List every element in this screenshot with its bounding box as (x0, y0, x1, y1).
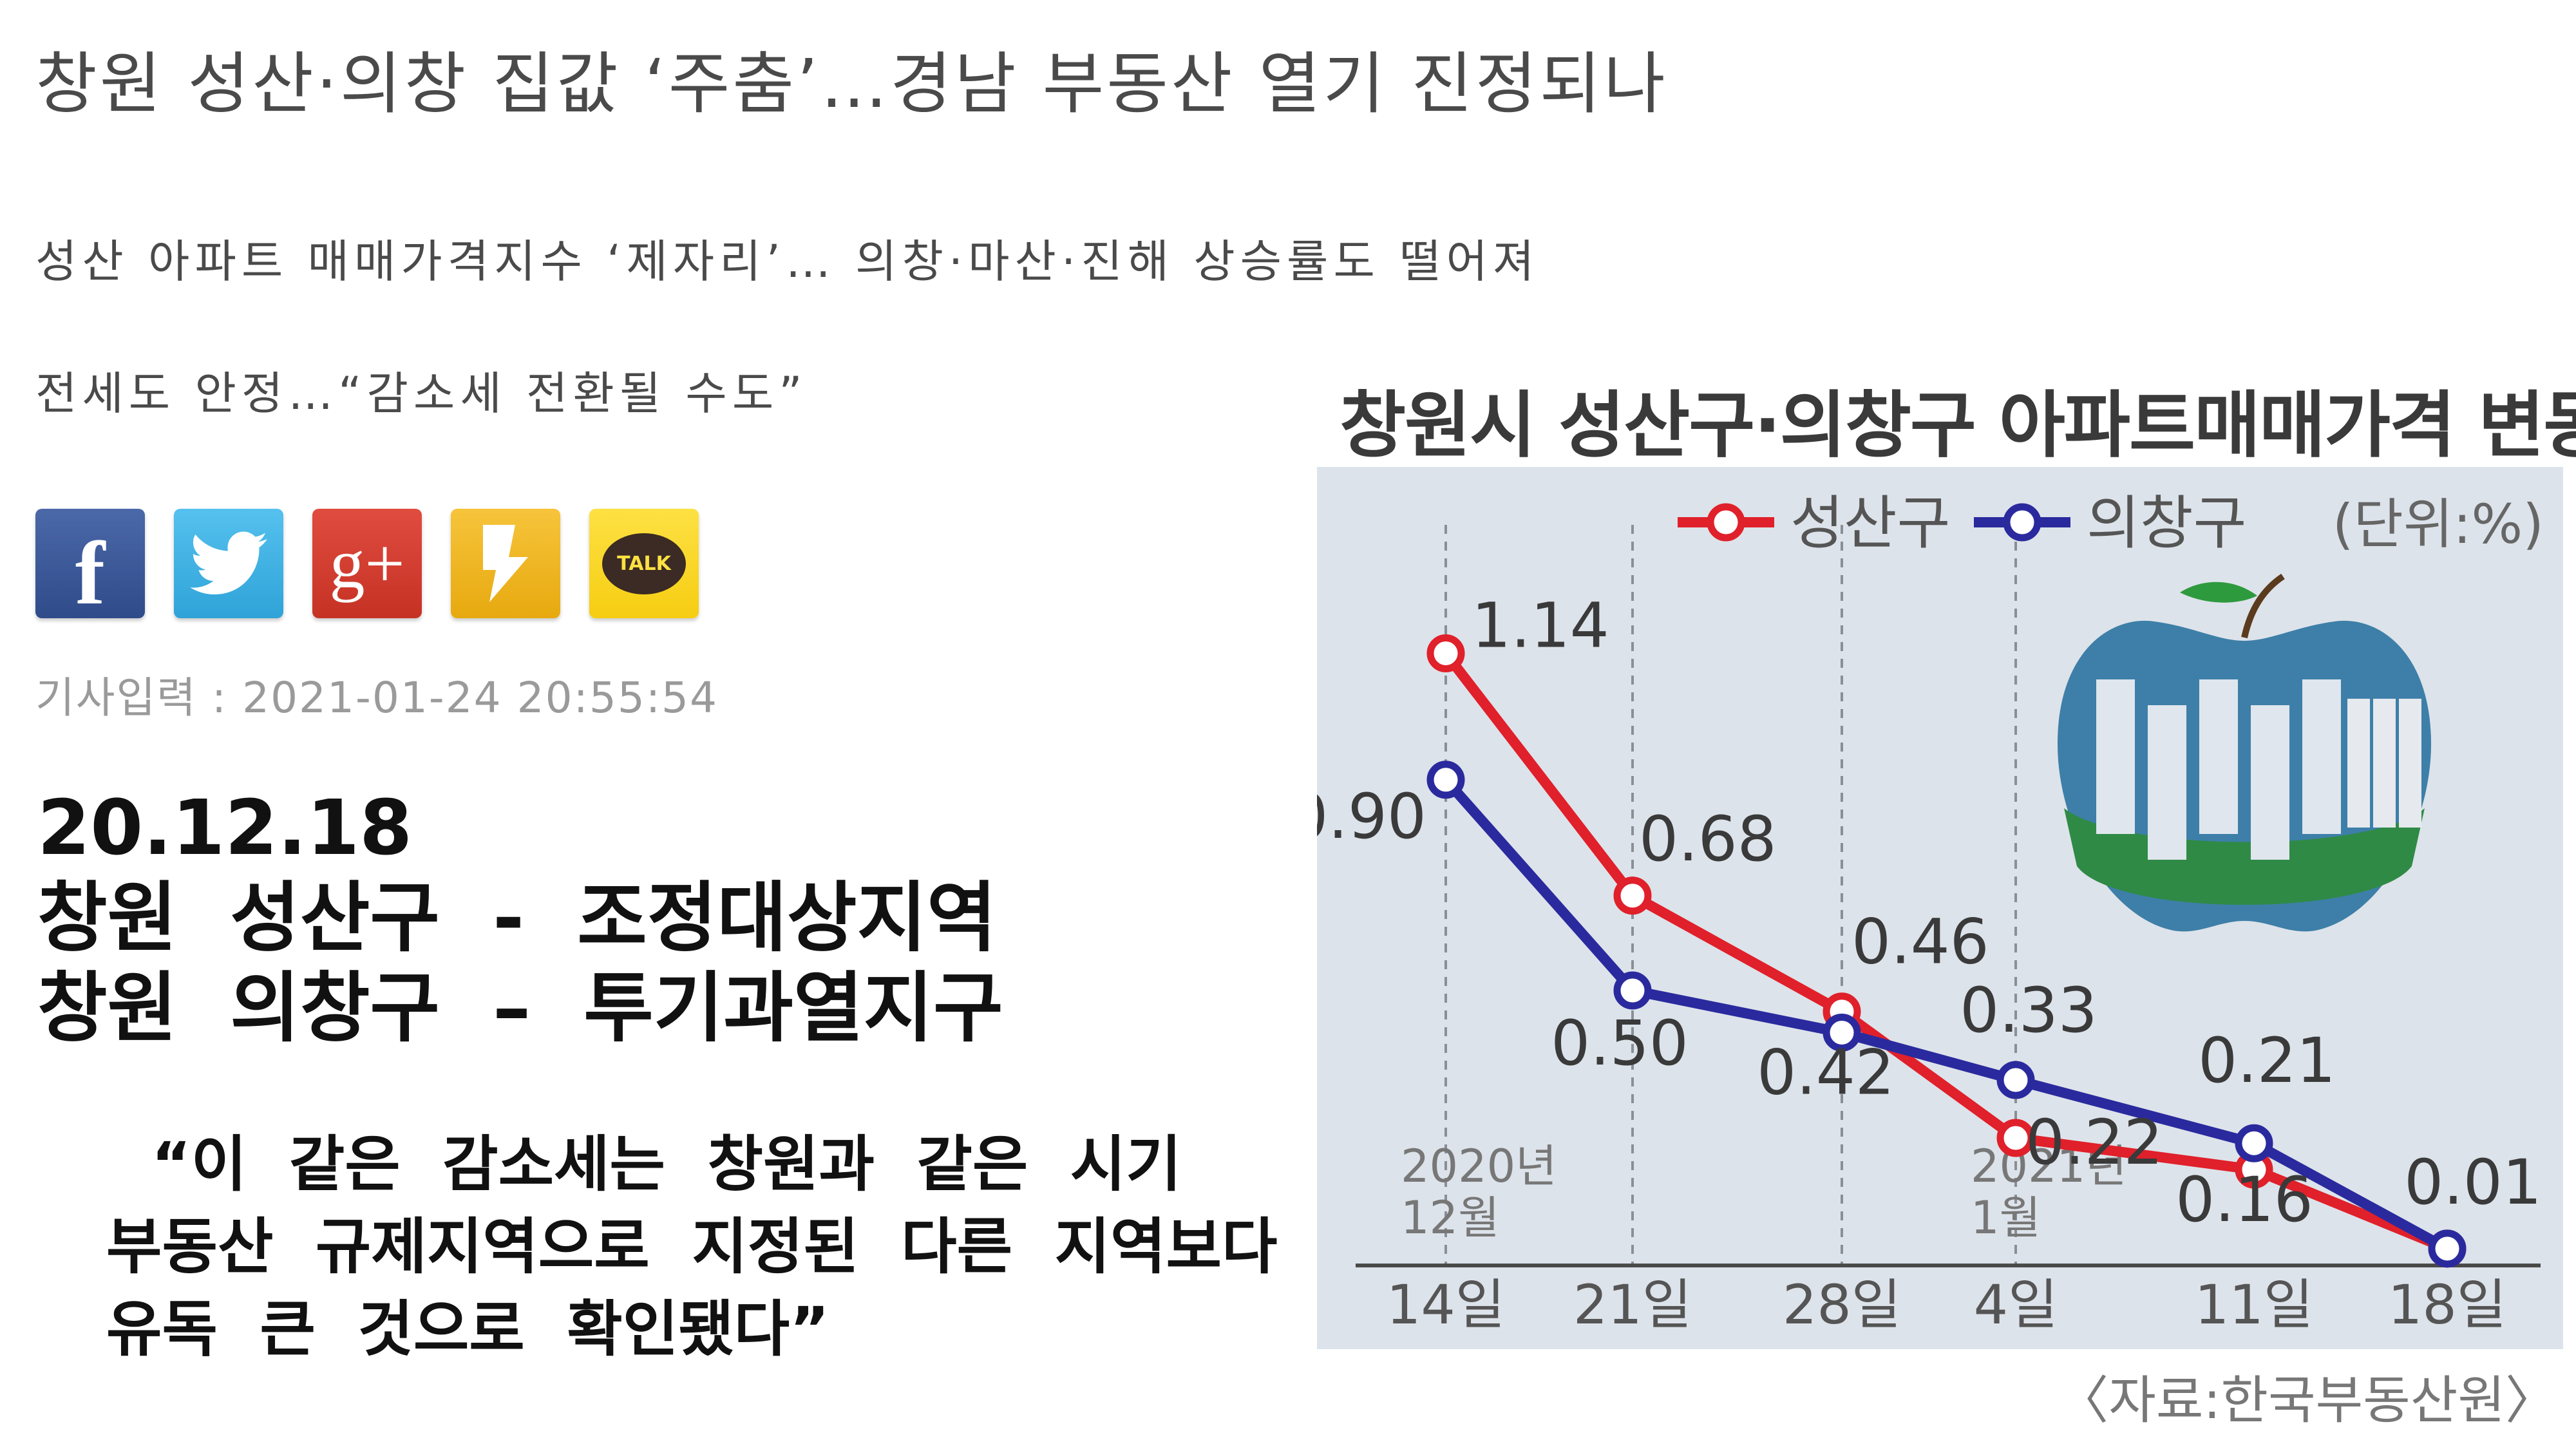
building (2096, 679, 2135, 834)
data-label: 0.22 (2025, 1106, 2163, 1179)
building (2373, 699, 2396, 828)
data-label: 0.50 (1551, 1007, 1689, 1079)
kakaostory-share-button[interactable] (451, 509, 560, 618)
building (2399, 699, 2421, 828)
data-label: 0.68 (1639, 803, 1777, 875)
googleplus-share-button[interactable]: g+ (312, 509, 422, 618)
googleplus-icon: g+ (312, 509, 422, 618)
x-tick-label: 11일 (2195, 1273, 2313, 1336)
data-label: 0.01 (2404, 1146, 2542, 1218)
quote-line-3: 유독 큰 것으로 확인됐다” (106, 1294, 829, 1365)
legend-marker-0 (1707, 503, 1745, 542)
quote-line-1: “이 같은 감소세는 창원과 같은 시기 (151, 1130, 1182, 1200)
quote-line-2: 부동산 규제지역으로 지정된 다른 지역보다 (106, 1212, 1278, 1282)
data-label: 0.46 (1852, 906, 1989, 978)
x-tick-label: 18일 (2388, 1273, 2506, 1336)
chart-title: 창원시 성산구·의창구 아파트매매가격 변동률 (1340, 384, 2576, 468)
x-tick-label: 14일 (1387, 1273, 1505, 1336)
facebook-glyph: f (75, 523, 106, 619)
data-point (1996, 1061, 2035, 1099)
article-subhead-2: 전세도 안정…“감소세 전환될 수도” (35, 367, 808, 420)
data-label: 0.21 (2198, 1025, 2336, 1097)
kakaostory-icon (451, 509, 560, 618)
data-point (1996, 1119, 2035, 1157)
data-point (2235, 1124, 2273, 1162)
note-line-2: 창원 성산구 - 조정대상지역 (37, 873, 997, 962)
apple-leaf (2180, 582, 2257, 603)
data-point (1613, 971, 1652, 1010)
kakaotalk-share-button[interactable]: TALK (589, 509, 699, 618)
month-label-year: 2020년 (1401, 1140, 1557, 1193)
twitter-icon (174, 509, 283, 618)
data-label: 0.33 (1960, 974, 2098, 1046)
twitter-share-button[interactable] (174, 509, 283, 618)
month-label-month: 1월 (1971, 1191, 2041, 1244)
data-point (1613, 876, 1652, 915)
x-tick-label: 4일 (1974, 1273, 2058, 1336)
facebook-share-button[interactable]: f (35, 509, 145, 618)
data-point (1823, 1013, 1861, 1052)
building (2199, 679, 2238, 834)
share-buttons: f g+ TALK (35, 509, 699, 618)
kakaotalk-glyph: TALK (617, 552, 671, 575)
month-label-month: 12월 (1401, 1191, 1499, 1244)
chart-panel: 14일 21일 28일 4일 11일 18일 2020년 12월 2021년 1월 1.14 0.68… (1289, 467, 2563, 1349)
data-label: 1.14 (1472, 589, 1609, 661)
kakaotalk-icon: TALK (589, 509, 699, 618)
data-label: 0.90 (1317, 781, 1426, 853)
trees (2064, 808, 2425, 905)
article-subhead-1: 성산 아파트 매매가격지수 ‘제자리’… 의창·마산·진해 상승률도 떨어져 (35, 235, 1540, 288)
legend-marker-1 (2003, 503, 2041, 542)
note-line-1: 20.12.18 (37, 783, 413, 872)
x-tick-label: 28일 (1783, 1273, 1901, 1336)
data-point (1426, 634, 1465, 672)
data-label: 0.16 (2175, 1164, 2313, 1236)
article-date: 기사입력 : 2021-01-24 20:55:54 (35, 673, 719, 723)
building (2302, 679, 2341, 834)
chart-source: 〈자료:한국부동산원〉 (2057, 1370, 2557, 1430)
legend-label-0: 성산구 (1790, 489, 1950, 557)
data-label: 0.42 (1757, 1036, 1895, 1108)
googleplus-glyph: g+ (329, 524, 405, 603)
article-headline: 창원 성산·의창 집값 ‘주춤’…경남 부동산 열기 진정되나 (35, 44, 1668, 123)
unit-label: (단위:%) (2333, 493, 2544, 556)
building (2251, 705, 2289, 860)
data-point (2428, 1229, 2467, 1268)
apple-stem (2241, 573, 2285, 639)
building (2347, 699, 2370, 828)
line-chart: 14일 21일 28일 4일 11일 18일2020년12월2021년1월1.140.68… (1289, 489, 2544, 1336)
x-tick-label: 21일 (1573, 1273, 1692, 1336)
series-line-1 (1442, 776, 2450, 1253)
data-point (1426, 761, 1465, 799)
note-line-3: 창원 의창구 – 투기과열지구 (37, 963, 1003, 1052)
series-line-0 (1441, 650, 2450, 1254)
building (2148, 705, 2186, 860)
legend-label-1: 의창구 (2087, 489, 2246, 557)
facebook-icon: f (35, 509, 145, 619)
designation-note: 20.12.18 창원 성산구 - 조정대상지역 창원 의창구 – 투기과열지구 (37, 782, 1003, 1053)
